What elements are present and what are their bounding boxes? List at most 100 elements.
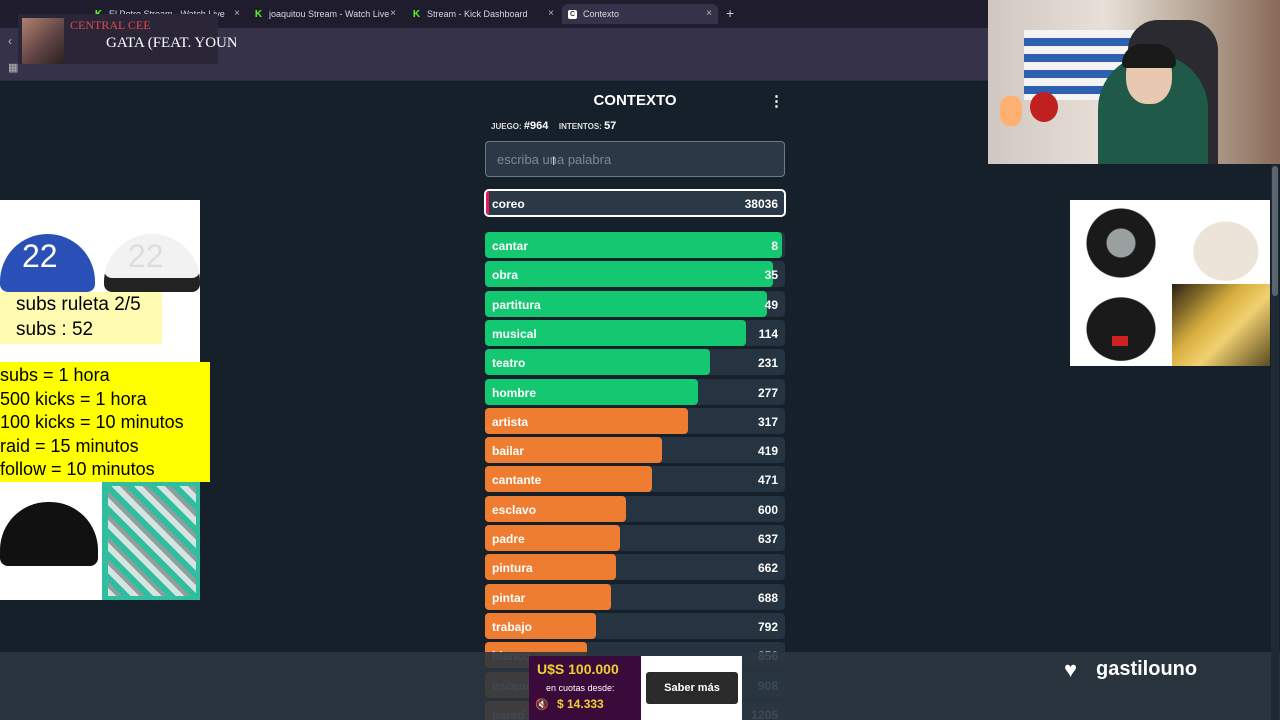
guess-row: musical 114 bbox=[485, 319, 785, 346]
apps-grid-icon[interactable]: ▦ bbox=[8, 62, 19, 74]
song-title: GATA (FEAT. YOUNG MIKO) bbox=[106, 35, 236, 51]
guess-row: trabajo 792 bbox=[485, 612, 785, 639]
guess-row: teatro 231 bbox=[485, 349, 785, 376]
subs-count: subs : 52 bbox=[16, 319, 94, 340]
rule-line: raid = 15 minutos bbox=[0, 435, 139, 456]
artist-name: CENTRAL CEE bbox=[70, 18, 151, 32]
black-cap-image bbox=[0, 502, 98, 566]
salt-lamp bbox=[1000, 96, 1022, 126]
guess-row: artista 317 bbox=[485, 407, 785, 434]
accessories-promo-panel bbox=[0, 482, 200, 600]
guess-rank: 792 bbox=[757, 619, 778, 634]
tab-label: joaquitou Stream - Watch Live bbox=[269, 9, 390, 19]
guess-word: obra bbox=[492, 268, 519, 283]
similarity-bar bbox=[485, 495, 626, 522]
ad-amount: U$S 100.000 bbox=[537, 661, 619, 677]
kick-icon: K bbox=[254, 8, 263, 20]
close-icon[interactable]: × bbox=[234, 8, 240, 19]
menu-icon[interactable]: ⋮ bbox=[769, 93, 784, 110]
spiderman-figure bbox=[1030, 92, 1058, 122]
guess-word: teatro bbox=[492, 356, 526, 371]
guess-rank: 277 bbox=[757, 385, 778, 400]
scrollbar-thumb[interactable] bbox=[1272, 166, 1278, 296]
guess-rank: 637 bbox=[757, 532, 778, 546]
tab-label: Contexto bbox=[583, 9, 620, 19]
kick-icon: K bbox=[412, 8, 421, 20]
subs-roulette-label: subs ruleta 2/5 subs : 52 bbox=[0, 292, 162, 344]
similarity-bar bbox=[485, 583, 611, 610]
game-label: JUEGO: bbox=[491, 122, 522, 131]
similarity-bar bbox=[485, 261, 773, 288]
current-guess-row: coreo 38036 bbox=[484, 189, 786, 217]
similarity-bar bbox=[485, 554, 616, 581]
back-icon[interactable]: ‹ bbox=[8, 34, 12, 48]
webcam-feed bbox=[988, 0, 1280, 164]
guess-rank: 471 bbox=[757, 473, 778, 488]
text-cursor-icon: I bbox=[552, 154, 556, 168]
beige-cap-image bbox=[1172, 202, 1270, 284]
similarity-bar bbox=[485, 612, 596, 639]
guess-word: padre bbox=[492, 532, 525, 546]
new-tab-button[interactable]: + bbox=[726, 5, 735, 21]
album-cover bbox=[22, 18, 64, 64]
guess-word: artista bbox=[492, 414, 529, 429]
ad-offer: U$S 100.000 en cuotas desde: 🔇 $ 14.333 bbox=[529, 656, 641, 720]
guess-rank: 600 bbox=[757, 502, 778, 517]
close-icon[interactable]: × bbox=[548, 8, 554, 19]
close-icon[interactable]: × bbox=[390, 8, 396, 19]
rule-line: follow = 10 minutos bbox=[0, 459, 155, 479]
guess-rank: 35 bbox=[764, 268, 778, 283]
gold-watch-image bbox=[1172, 284, 1270, 366]
page-scrollbar[interactable] bbox=[1271, 164, 1279, 720]
rule-line: subs = 1 hora bbox=[0, 365, 110, 385]
guess-row: pintura 662 bbox=[485, 554, 785, 581]
ad-subtitle: en cuotas desde: bbox=[546, 683, 615, 693]
chain-image bbox=[102, 482, 200, 600]
tab-contexto[interactable]: C Contexto × bbox=[562, 4, 718, 24]
page-title: CONTEXTO bbox=[593, 92, 677, 109]
similarity-bar bbox=[485, 437, 662, 464]
guess-row: partitura 49 bbox=[485, 290, 785, 317]
contexto-icon: C bbox=[568, 9, 577, 19]
similarity-bar bbox=[485, 378, 698, 405]
guess-word: pintura bbox=[492, 561, 533, 576]
streamer-name: gastilouno bbox=[1096, 658, 1198, 680]
ad-banner[interactable]: U$S 100.000 en cuotas desde: 🔇 $ 14.333 … bbox=[529, 656, 742, 720]
guess-row: cantar 8 bbox=[485, 232, 785, 258]
guess-rank: 688 bbox=[757, 590, 778, 605]
learn-more-button[interactable]: Saber más bbox=[646, 672, 738, 704]
subs-roulette: subs ruleta 2/5 bbox=[16, 294, 141, 315]
guess-rank: 419 bbox=[757, 444, 778, 459]
guess-row: cantante 471 bbox=[485, 466, 785, 493]
now-playing-overlay: CENTRAL CEE GATA (FEAT. YOUNG MIKO) bbox=[18, 14, 236, 64]
guess-row: pintar 688 bbox=[485, 583, 785, 610]
guess-word: trabajo bbox=[492, 619, 533, 634]
similarity-bar bbox=[485, 349, 710, 376]
similarity-bar bbox=[485, 407, 688, 434]
guess-word: esclavo bbox=[492, 502, 537, 517]
guess-word: coreo bbox=[492, 197, 525, 211]
guess-word: partitura bbox=[492, 297, 541, 312]
tab-kick-dashboard[interactable]: K Stream - Kick Dashboard × bbox=[412, 4, 554, 24]
mute-icon[interactable]: 🔇 bbox=[535, 699, 549, 711]
rule-line: 500 kicks = 1 hora bbox=[0, 388, 147, 409]
attempts-count: 57 bbox=[604, 120, 617, 132]
streamer-cap bbox=[1122, 44, 1176, 68]
guess-word: bailar bbox=[492, 444, 525, 459]
guess-rank: 231 bbox=[757, 356, 778, 371]
tab-joaquitou[interactable]: K joaquitou Stream - Watch Live × bbox=[254, 4, 396, 24]
similarity-bar bbox=[485, 525, 620, 551]
guess-rank: 662 bbox=[757, 561, 778, 576]
word-input[interactable] bbox=[485, 141, 785, 177]
game-number: #964 bbox=[523, 120, 549, 132]
guess-word: hombre bbox=[492, 385, 537, 400]
guess-rank: 317 bbox=[757, 414, 778, 429]
rule-line: 100 kicks = 10 minutos bbox=[0, 412, 184, 432]
black-watch-image bbox=[1072, 202, 1170, 284]
guess-row: bailar 419 bbox=[485, 437, 785, 464]
close-icon[interactable]: × bbox=[706, 8, 712, 19]
cap-number: 22 bbox=[22, 238, 58, 274]
guess-word: musical bbox=[492, 326, 537, 341]
guess-rank: 49 bbox=[764, 297, 778, 312]
guess-row: padre 637 bbox=[485, 525, 785, 551]
